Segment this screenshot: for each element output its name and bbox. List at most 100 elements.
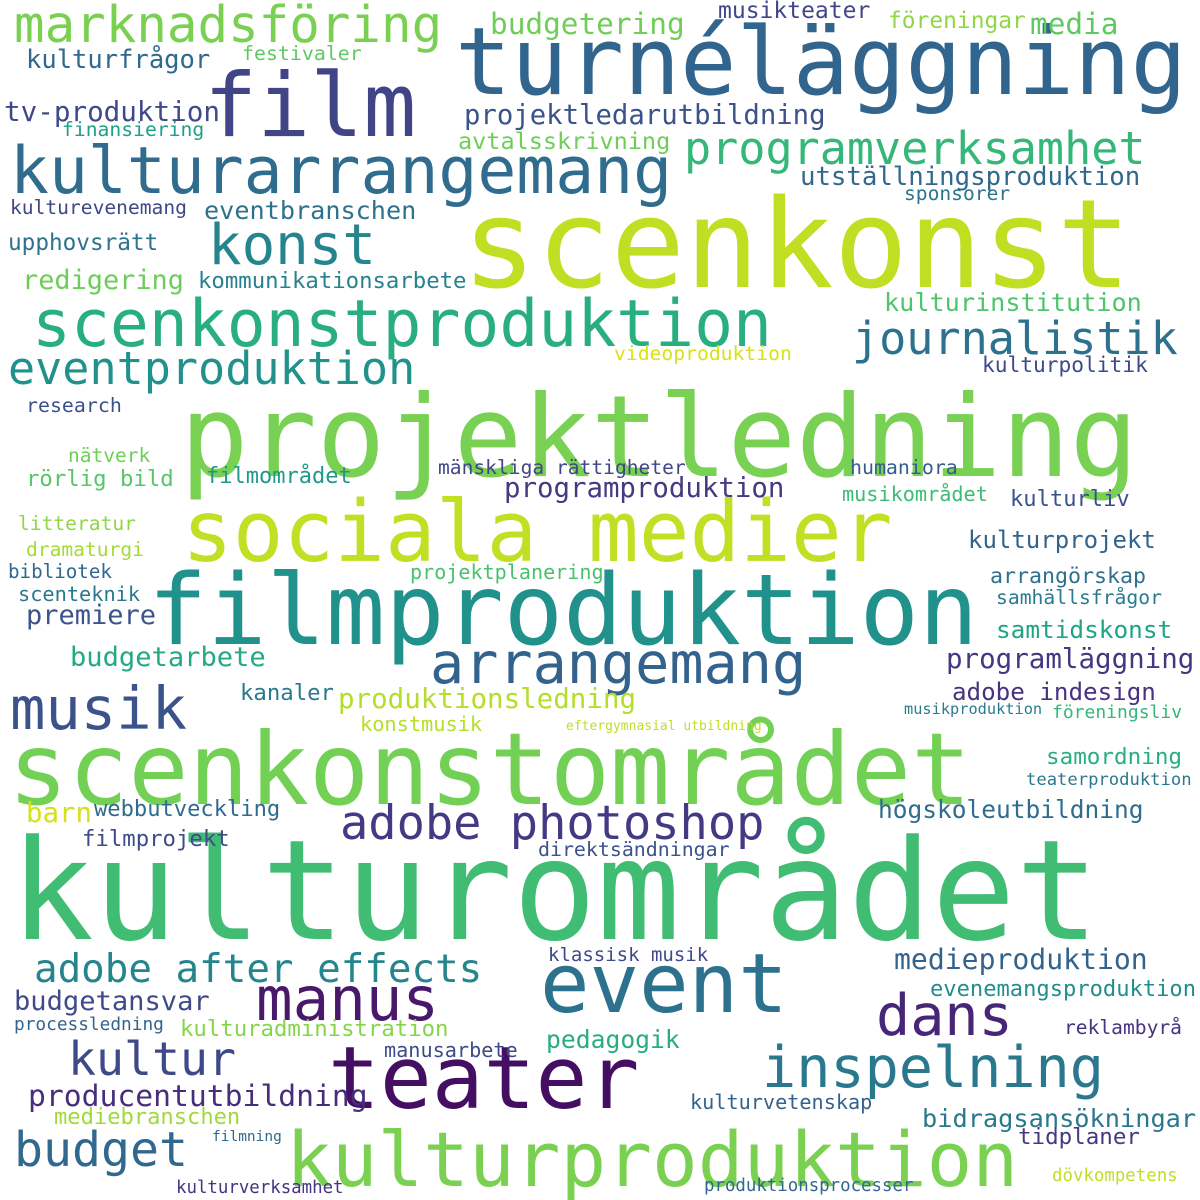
- word-projektplanering: projektplanering: [410, 560, 604, 584]
- word-redigering: redigering: [22, 265, 184, 296]
- word-mediebranschen: mediebranschen: [54, 1104, 241, 1130]
- word-kultur: kultur: [68, 1032, 236, 1086]
- word-journalistik: journalistik: [852, 312, 1178, 365]
- word-manskliga-rattigheter: mänskliga rättigheter: [438, 456, 686, 479]
- word-teaterproduktion: teaterproduktion: [1026, 770, 1192, 790]
- word-evenemangsproduktion: evenemangsproduktion: [930, 976, 1197, 1002]
- word-kulturpolitik: kulturpolitik: [982, 352, 1148, 377]
- word-tidplaner: tidplaner: [1018, 1124, 1140, 1150]
- word-event: event: [540, 937, 788, 1032]
- word-musik: musik: [10, 674, 187, 743]
- word-webbutveckling: webbutveckling: [94, 796, 281, 822]
- word-kulturevenemang: kulturevenemang: [10, 196, 187, 219]
- word-programverksamhet: programverksamhet: [684, 122, 1146, 175]
- word-musikomradet: musikområdet: [842, 482, 988, 506]
- word-manus: manus: [256, 965, 440, 1035]
- word-filmomradet: filmområdet: [206, 464, 352, 489]
- word-arrangorskap: arrangörskap: [990, 564, 1147, 589]
- word-premiere: premiere: [26, 600, 157, 631]
- word-medieproduktion: medieproduktion: [894, 943, 1148, 976]
- word-produktionsprocesser: produktionsprocesser: [704, 1176, 914, 1196]
- word-musikproduktion: musikproduktion: [904, 700, 1043, 718]
- word-kanaler: kanaler: [240, 680, 334, 706]
- word-processledning: processledning: [14, 1014, 164, 1035]
- word-adobe-after-effects: adobe after effects: [34, 947, 483, 992]
- word-upphovsratt: upphovsrätt: [8, 230, 159, 256]
- word-videoproduktion: videoproduktion: [614, 342, 792, 365]
- word-teater: teater: [328, 1029, 640, 1129]
- word-budgetarbete: budgetarbete: [70, 642, 266, 673]
- word-kulturinstitution: kulturinstitution: [884, 288, 1142, 317]
- word-adobe-photoshop: adobe photoshop: [340, 796, 765, 851]
- word-produktionsledning: produktionsledning: [338, 683, 637, 715]
- word-projektledning: projektledning: [180, 370, 1139, 503]
- word-samordning: samordning: [1046, 744, 1183, 770]
- word-kulturfragor: kulturfrågor: [26, 45, 211, 75]
- word-samhallsfragor: samhällsfrågor: [996, 586, 1162, 609]
- word-sponsorer: sponsorer: [904, 182, 1011, 205]
- word-media: media: [1030, 7, 1119, 41]
- word-kulturvetenskap: kulturvetenskap: [690, 1090, 873, 1114]
- word-research: research: [26, 394, 122, 417]
- word-avtalsskrivning: avtalsskrivning: [458, 127, 671, 155]
- word-programlaggning: programläggning: [946, 643, 1195, 675]
- word-dovkompetens: dövkompetens: [1052, 1166, 1178, 1186]
- word-musikteater: musikteater: [718, 0, 871, 24]
- word-reklambyra: reklambyrå: [1064, 1016, 1182, 1039]
- word-foreningsliv: föreningsliv: [1052, 702, 1183, 723]
- word-rorlig-bild: rörlig bild: [26, 466, 174, 492]
- word-direktsandningar: direktsändningar: [538, 838, 730, 861]
- word-kulturliv: kulturliv: [1010, 486, 1130, 512]
- word-filmprojekt: filmprojekt: [82, 826, 230, 852]
- word-producentutbildning: producentutbildning: [28, 1079, 368, 1114]
- word-filmning: filmning: [212, 1129, 282, 1145]
- word-tv-produktion: tv-produktion: [4, 95, 220, 128]
- word-bidragsansokningar: bidragsansökningar: [922, 1104, 1197, 1133]
- word-budget: budget: [14, 1122, 189, 1178]
- word-konst: konst: [208, 213, 376, 278]
- word-kulturarrangemang: kulturarrangemang: [10, 134, 673, 209]
- word-scenkonstomradet: scenkonstområdet: [8, 711, 972, 828]
- word-kulturadministration: kulturadministration: [180, 1016, 449, 1042]
- word-finansiering: finansiering: [62, 118, 205, 141]
- word-klassisk-musik: klassisk musik: [548, 944, 709, 966]
- word-scenteknik: scenteknik: [18, 582, 141, 606]
- word-festivaler: festivaler: [242, 42, 362, 65]
- word-eftergymnasial-utbildning: eftergymnasial utbildning: [566, 719, 762, 734]
- word-inspelning: inspelning: [762, 1035, 1104, 1101]
- word-humaniora: humaniora: [850, 456, 958, 479]
- word-utstallningsproduktion: utställningsproduktion: [800, 162, 1141, 192]
- word-kulturproduktion: kulturproduktion: [286, 1115, 1019, 1200]
- word-kommunikationsarbete: kommunikationsarbete: [198, 268, 467, 294]
- word-turnelaggning: turnéläggning: [455, 8, 1187, 117]
- word-foreningar: föreningar: [888, 8, 1026, 34]
- word-dramaturgi: dramaturgi: [26, 538, 144, 561]
- word-litteratur: litteratur: [18, 512, 136, 535]
- word-manusarbete: manusarbete: [384, 1038, 518, 1062]
- word-kulturprojekt: kulturprojekt: [968, 526, 1156, 554]
- word-budgetansvar: budgetansvar: [14, 986, 210, 1017]
- word-scenkonst: scenkonst: [462, 173, 1132, 317]
- word-eventbranschen: eventbranschen: [204, 196, 417, 225]
- word-marknadsforing: marknadsföring: [14, 0, 443, 54]
- word-kulturverksamhet: kulturverksamhet: [176, 1178, 344, 1198]
- word-dans: dans: [876, 983, 1013, 1049]
- word-filmproduktion: filmproduktion: [148, 554, 979, 668]
- word-samtidskonst: samtidskonst: [996, 615, 1173, 644]
- word-pedagogik: pedagogik: [546, 1025, 680, 1054]
- word-kulturomradet: kulturområdet: [10, 810, 1100, 972]
- word-budgetering: budgetering: [490, 7, 685, 41]
- word-programproduktion: programproduktion: [504, 473, 785, 504]
- word-hogskoleutbildning: högskoleutbildning: [878, 795, 1144, 824]
- word-adobe-indesign: adobe indesign: [952, 678, 1156, 706]
- word-konstmusik: konstmusik: [360, 712, 483, 736]
- word-film: film: [204, 54, 417, 157]
- word-sociala-medier: sociala medier: [182, 483, 893, 581]
- word-bibliotek: bibliotek: [8, 560, 112, 583]
- word-projektledarutbildning: projektledarutbildning: [464, 100, 826, 131]
- word-barn: barn: [26, 798, 92, 829]
- word-scenkonstproduktion: scenkonstproduktion: [32, 287, 772, 362]
- word-eventproduktion: eventproduktion: [8, 342, 416, 395]
- word-natverk: nätverk: [68, 444, 151, 467]
